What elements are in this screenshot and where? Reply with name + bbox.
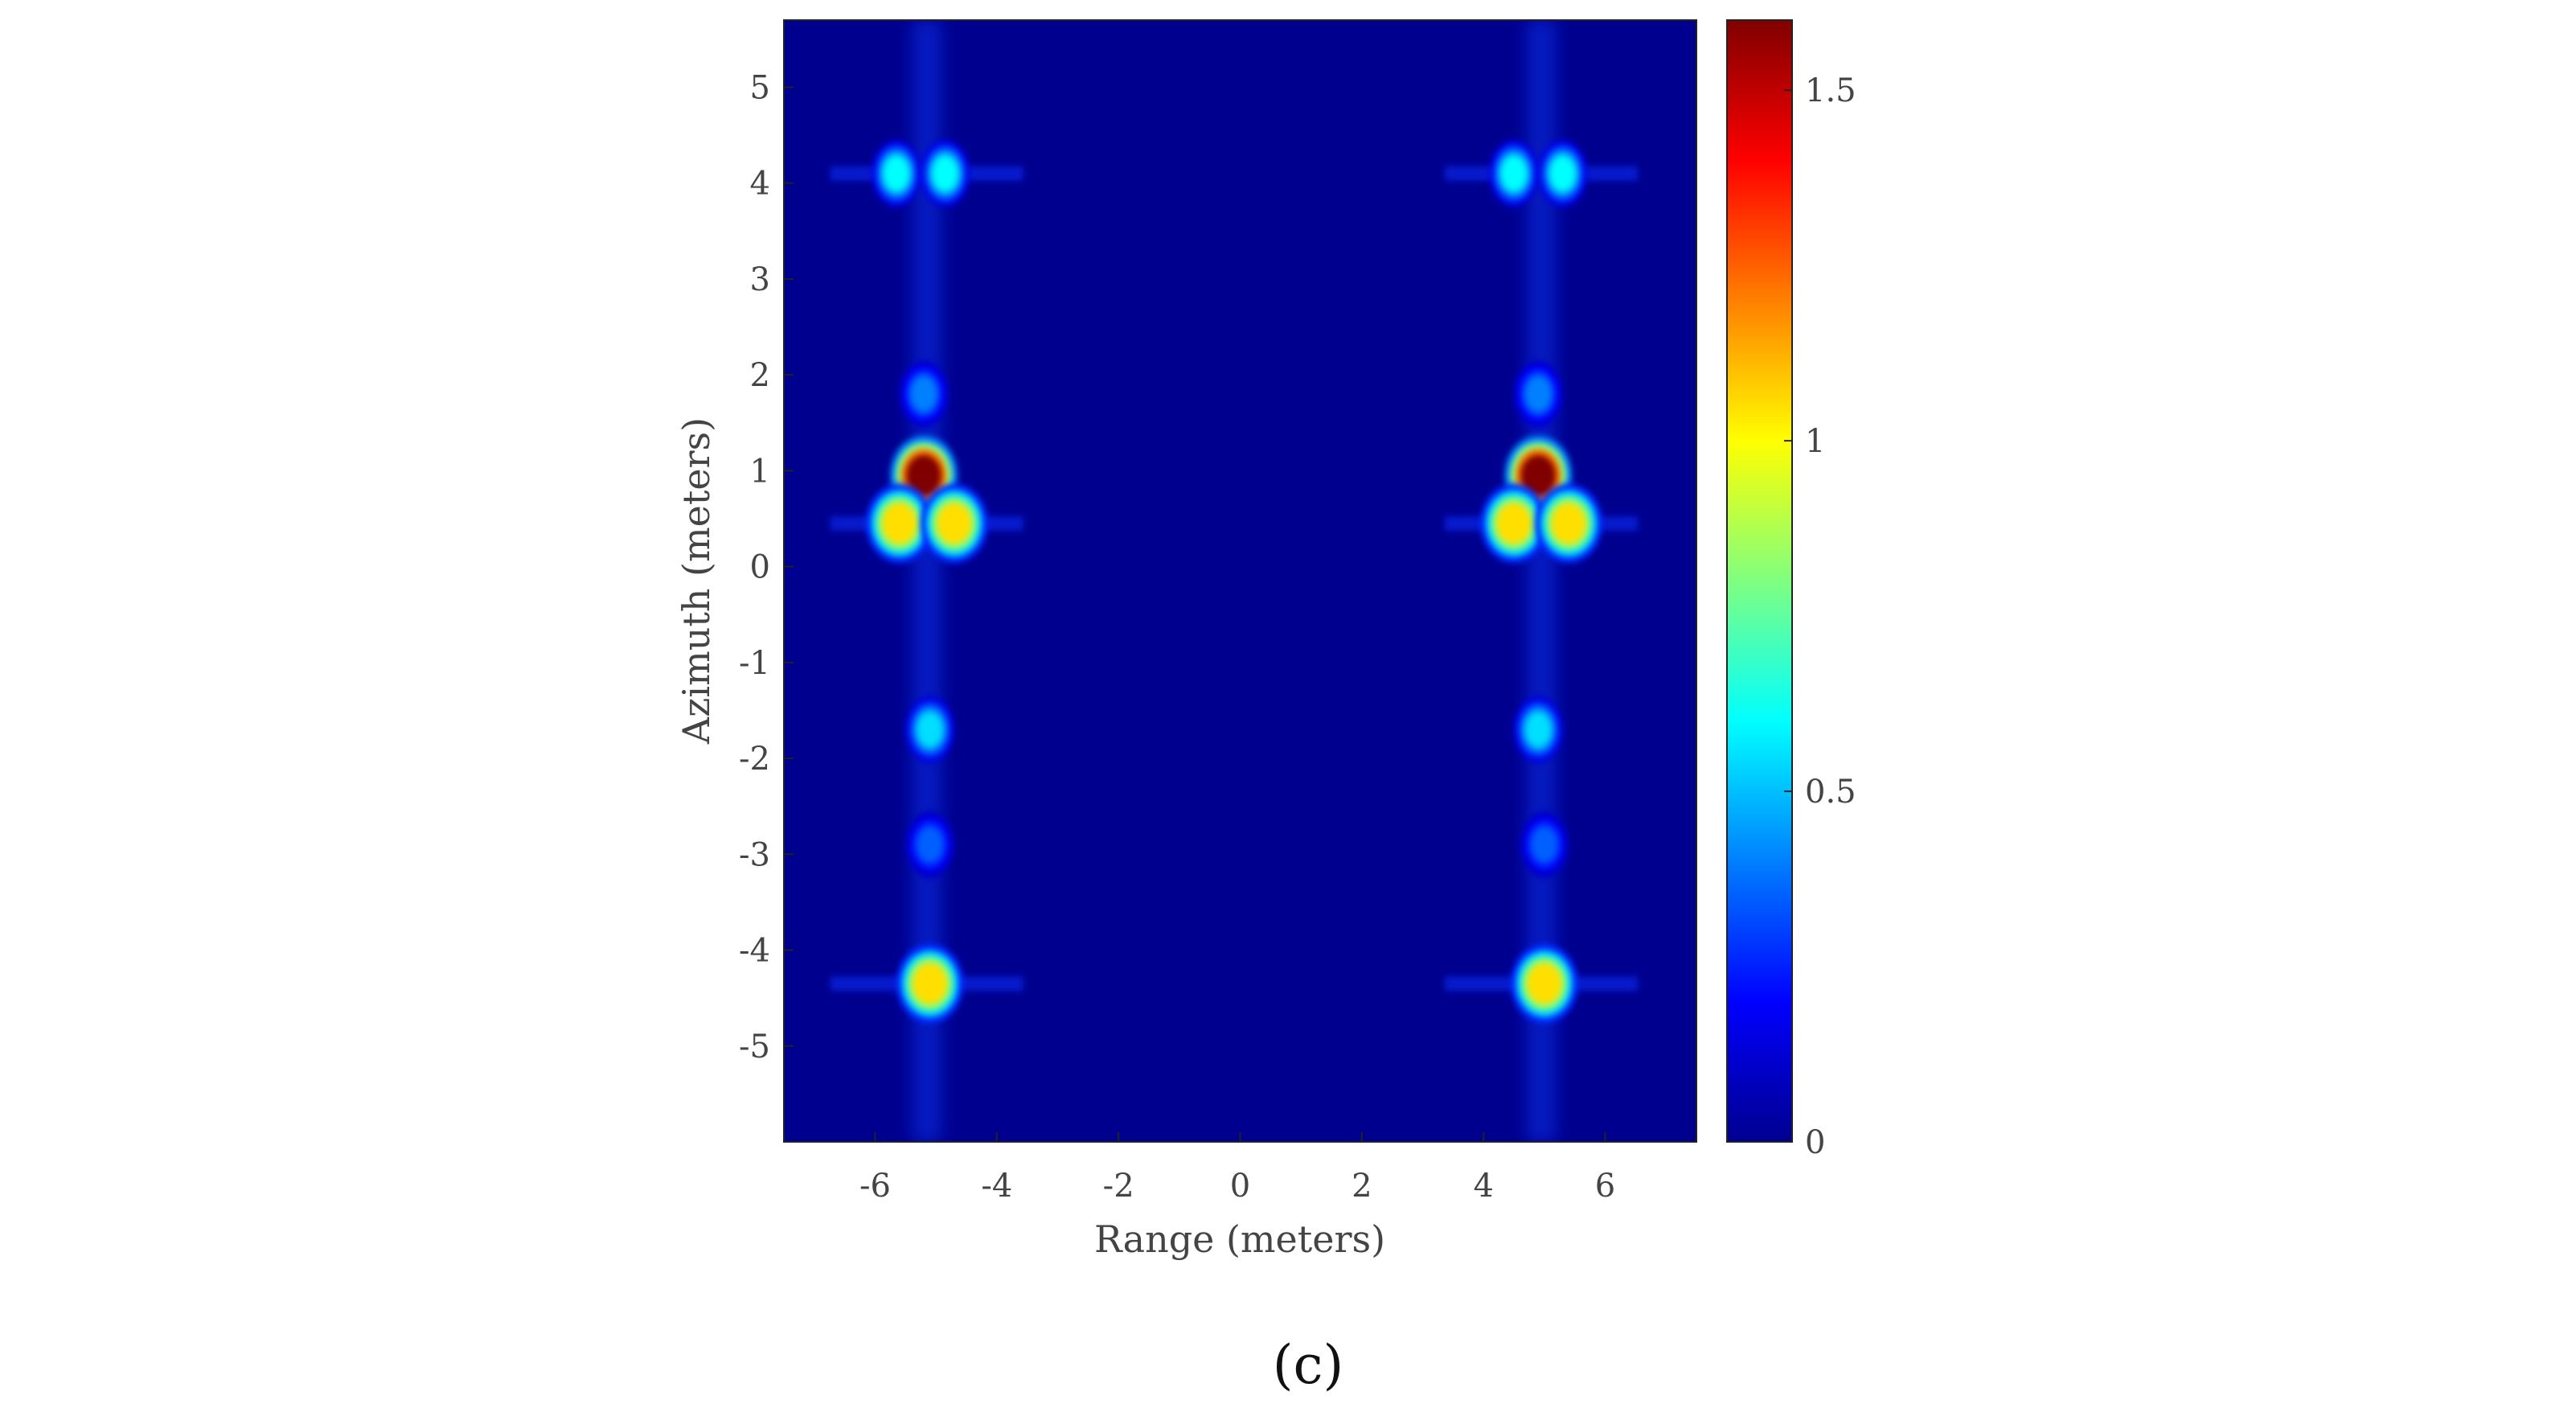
colorbar-tick-label: 0.5 bbox=[1805, 774, 1856, 811]
peak-level bbox=[932, 155, 958, 191]
y-tick-label: -3 bbox=[739, 836, 770, 873]
colorbar-tick-label: 1.5 bbox=[1805, 72, 1856, 109]
x-tick-label: 4 bbox=[1473, 1168, 1493, 1205]
colorbar-ticks: 0 0.5 1 1.5 bbox=[1784, 72, 1856, 1161]
x-axis-ticks: -6 -4 -2 0 2 4 6 bbox=[859, 1132, 1615, 1205]
x-tick-label: -2 bbox=[1103, 1168, 1134, 1205]
peak-level bbox=[917, 712, 943, 748]
peak-level bbox=[1496, 502, 1532, 544]
colorbar-tick-label: 0 bbox=[1805, 1124, 1825, 1161]
colorbar-tick-label: 1 bbox=[1805, 423, 1825, 460]
y-tick-label: 2 bbox=[750, 357, 770, 394]
x-axis-label: Range (meters) bbox=[1094, 1217, 1385, 1261]
y-tick-label: 4 bbox=[750, 166, 770, 203]
peak bbox=[1535, 483, 1602, 564]
peak-level bbox=[936, 502, 972, 544]
peak bbox=[905, 811, 954, 879]
peak bbox=[921, 483, 988, 564]
peak-core bbox=[1530, 467, 1547, 484]
y-axis-label: Azimuth (meters) bbox=[675, 417, 718, 745]
peak bbox=[865, 483, 933, 564]
peak-level bbox=[912, 963, 948, 1005]
y-tick-label: -2 bbox=[739, 741, 770, 778]
y-tick-label: -5 bbox=[739, 1028, 770, 1065]
peak bbox=[1511, 943, 1578, 1024]
x-tick-label: 2 bbox=[1352, 1168, 1372, 1205]
peak-core bbox=[916, 467, 933, 484]
peak bbox=[1480, 483, 1548, 564]
y-tick-label: -4 bbox=[739, 933, 770, 970]
peak bbox=[872, 139, 921, 207]
peak bbox=[1513, 360, 1563, 428]
peak-level bbox=[1549, 155, 1576, 191]
y-tick-label: 1 bbox=[750, 453, 770, 490]
y-tick-label: 0 bbox=[750, 549, 770, 586]
plot-area bbox=[783, 19, 1697, 1143]
peak-level bbox=[1525, 376, 1552, 412]
peak-level bbox=[1551, 502, 1587, 544]
peak bbox=[921, 139, 970, 207]
colorbar: 0 0.5 1 1.5 bbox=[1726, 19, 1856, 1161]
peak-level bbox=[1526, 963, 1562, 1005]
peak-level bbox=[911, 376, 937, 412]
peak-level bbox=[1531, 827, 1557, 863]
peak-level bbox=[1501, 155, 1527, 191]
peak bbox=[1520, 811, 1569, 879]
x-tick-label: -4 bbox=[981, 1168, 1012, 1205]
peak-markers bbox=[865, 139, 1602, 1024]
y-axis-ticks: 5 4 3 2 1 0 -1 -2 -3 -4 -5 bbox=[739, 69, 794, 1065]
peak bbox=[896, 943, 964, 1024]
peak-level bbox=[1525, 712, 1552, 748]
x-tick-label: 0 bbox=[1230, 1168, 1250, 1205]
y-tick-label: 5 bbox=[750, 69, 770, 106]
peak bbox=[905, 696, 954, 764]
colorbar-gradient bbox=[1726, 19, 1793, 1143]
peak bbox=[1489, 139, 1539, 207]
y-tick-label: 3 bbox=[750, 261, 770, 298]
peak bbox=[1538, 139, 1587, 207]
peak-level bbox=[883, 155, 909, 191]
peak-level bbox=[881, 502, 917, 544]
x-tick-label: -6 bbox=[859, 1168, 891, 1205]
figure-caption: (c) bbox=[1273, 1334, 1343, 1396]
x-tick-label: 6 bbox=[1595, 1168, 1615, 1205]
peak bbox=[1513, 696, 1563, 764]
peak-level bbox=[917, 827, 943, 863]
peak bbox=[899, 360, 949, 428]
y-tick-label: -1 bbox=[739, 645, 770, 682]
